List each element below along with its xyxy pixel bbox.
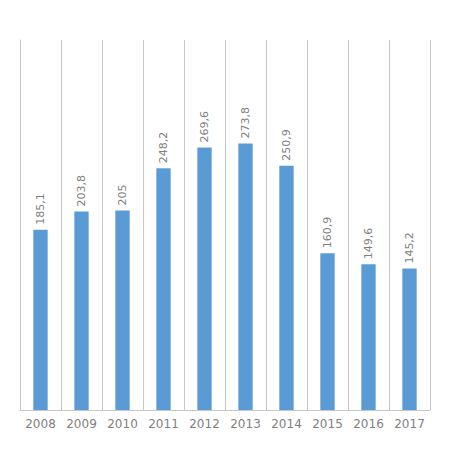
svg-text:160,9: 160,9 <box>321 217 334 249</box>
svg-text:2017: 2017 <box>394 417 425 431</box>
svg-text:185,1: 185,1 <box>34 193 47 225</box>
svg-text:145,2: 145,2 <box>403 232 416 264</box>
svg-text:269,6: 269,6 <box>198 111 211 143</box>
svg-text:2009: 2009 <box>66 417 97 431</box>
svg-text:149,6: 149,6 <box>362 228 375 260</box>
svg-text:2008: 2008 <box>25 417 56 431</box>
svg-text:250,9: 250,9 <box>280 129 293 161</box>
svg-text:248,2: 248,2 <box>157 132 170 164</box>
svg-text:205: 205 <box>116 184 129 205</box>
svg-text:2013: 2013 <box>230 417 261 431</box>
svg-text:2016: 2016 <box>353 417 384 431</box>
svg-text:2010: 2010 <box>107 417 138 431</box>
svg-text:2012: 2012 <box>189 417 220 431</box>
svg-text:2011: 2011 <box>148 417 179 431</box>
svg-text:2014: 2014 <box>271 417 302 431</box>
svg-text:2015: 2015 <box>312 417 343 431</box>
svg-text:203,8: 203,8 <box>75 175 88 207</box>
svg-text:273,8: 273,8 <box>239 107 252 139</box>
